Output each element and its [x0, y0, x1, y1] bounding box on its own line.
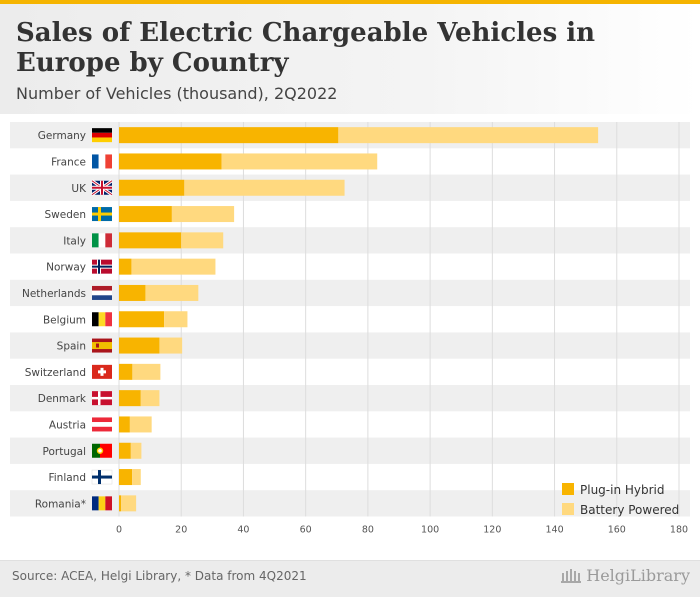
- legend-label: Battery Powered: [580, 503, 679, 517]
- chart-title: Sales of Electric Chargeable Vehicles in…: [16, 18, 596, 78]
- italy-flag: [92, 233, 112, 248]
- category-label: Italy: [63, 235, 86, 247]
- bar-battery-powered: [221, 153, 378, 170]
- category-label: Switzerland: [25, 367, 86, 379]
- library-icon: [561, 569, 582, 583]
- bar-battery-powered: [132, 363, 161, 380]
- x-tick-label: 160: [608, 525, 626, 536]
- germany-flag: [92, 128, 112, 143]
- bar-battery-powered: [121, 495, 137, 512]
- netherlands-flag: [92, 285, 112, 300]
- bar-battery-powered: [338, 127, 599, 144]
- belgium-flag: [92, 312, 112, 327]
- category-label: UK: [71, 183, 87, 195]
- category-label: Denmark: [38, 393, 87, 405]
- category-label: Netherlands: [22, 288, 86, 300]
- x-tick-label: 100: [421, 525, 439, 536]
- switzerland-flag: [92, 364, 112, 379]
- x-tick-label: 60: [300, 525, 312, 536]
- bar-plug-in-hybrid: [119, 442, 131, 459]
- bar-battery-powered: [140, 390, 160, 407]
- legend-swatch: [562, 483, 574, 495]
- x-tick-label: 140: [545, 525, 563, 536]
- bar-plug-in-hybrid: [119, 311, 165, 328]
- category-label: Austria: [49, 419, 86, 431]
- bar-plug-in-hybrid: [119, 363, 133, 380]
- bar-plug-in-hybrid: [119, 232, 182, 249]
- category-label: Belgium: [43, 314, 86, 326]
- chart-subtitle: Number of Vehicles (thousand), 2Q2022: [16, 84, 338, 103]
- category-label: Portugal: [43, 446, 87, 458]
- bar-plug-in-hybrid: [119, 127, 339, 144]
- bar-battery-powered: [184, 179, 345, 196]
- bar-plug-in-hybrid: [119, 390, 141, 407]
- x-tick-label: 180: [670, 525, 688, 536]
- bar-plug-in-hybrid: [119, 416, 130, 433]
- x-tick-label: 40: [237, 525, 249, 536]
- portugal-flag: [92, 443, 112, 458]
- bar-battery-powered: [171, 206, 235, 223]
- bar-battery-powered: [164, 311, 188, 328]
- sweden-flag: [92, 207, 112, 222]
- romania-flag: [92, 496, 112, 511]
- header: Sales of Electric Chargeable Vehicles in…: [0, 4, 700, 114]
- bar-battery-powered: [129, 416, 152, 433]
- bar-battery-powered: [181, 232, 224, 249]
- x-tick-label: 0: [116, 525, 122, 536]
- legend-label: Plug-in Hybrid: [580, 483, 665, 497]
- bar-plug-in-hybrid: [119, 337, 160, 354]
- x-tick-label: 80: [362, 525, 374, 536]
- x-tick-label: 20: [175, 525, 187, 536]
- category-label: Spain: [57, 341, 86, 353]
- finland-flag: [91, 469, 113, 485]
- legend-swatch: [562, 503, 574, 515]
- category-label: Romania*: [35, 498, 86, 510]
- bar-plug-in-hybrid: [119, 206, 172, 223]
- denmark-flag: [92, 391, 112, 406]
- bar-plug-in-hybrid: [119, 469, 133, 486]
- bar-battery-powered: [159, 337, 183, 354]
- category-label: Norway: [46, 262, 86, 274]
- bar-plug-in-hybrid: [119, 179, 185, 196]
- category-label: Finland: [48, 472, 86, 484]
- top-accent-bar: [0, 0, 700, 4]
- spain-flag: [92, 338, 112, 353]
- bar-plug-in-hybrid: [119, 258, 132, 275]
- footer: Source: ACEA, Helgi Library, * Data from…: [0, 560, 700, 597]
- brand-logo: HelgiLibrary: [560, 566, 690, 585]
- source-note: Source: ACEA, Helgi Library, * Data from…: [12, 569, 307, 583]
- uk-flag: [91, 179, 113, 196]
- bar-chart: Germany France UK Sweden Italy Norway Netherla…: [10, 122, 690, 536]
- norway-flag: [92, 259, 112, 274]
- x-tick-label: 120: [483, 525, 501, 536]
- bar-battery-powered: [145, 284, 199, 301]
- bar-plug-in-hybrid: [119, 495, 122, 512]
- category-label: France: [51, 156, 86, 168]
- bar-battery-powered: [131, 258, 216, 275]
- bar-battery-powered: [130, 442, 142, 459]
- france-flag: [92, 154, 112, 169]
- category-label: Germany: [38, 130, 86, 142]
- bar-plug-in-hybrid: [119, 153, 222, 170]
- bar-plug-in-hybrid: [119, 284, 146, 301]
- category-label: Sweden: [45, 209, 87, 221]
- austria-flag: [92, 417, 112, 432]
- brand-name: HelgiLibrary: [586, 566, 690, 585]
- bar-battery-powered: [132, 469, 141, 486]
